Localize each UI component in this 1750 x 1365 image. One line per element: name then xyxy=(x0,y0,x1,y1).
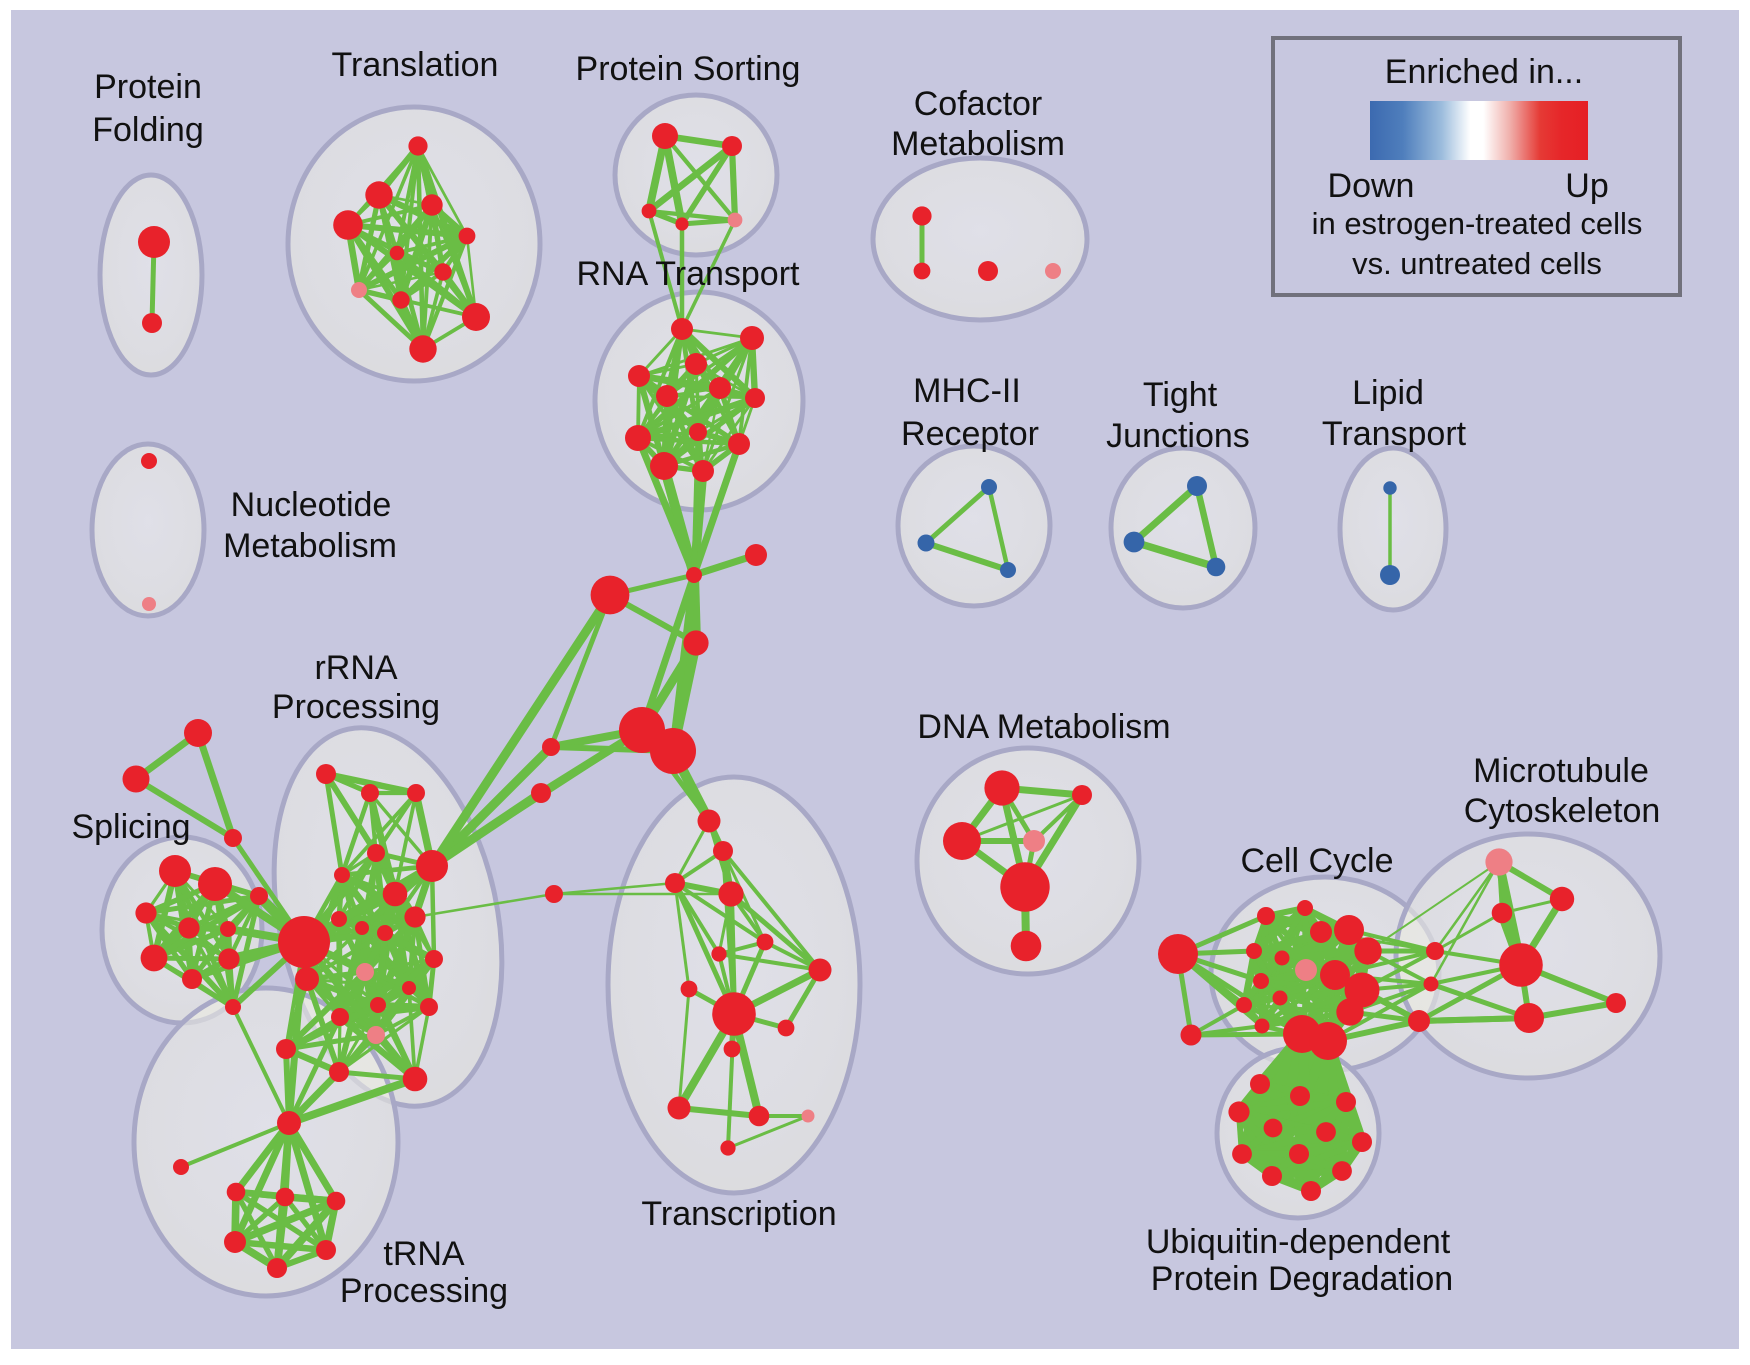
svg-text:Protein Degradation: Protein Degradation xyxy=(1151,1260,1453,1298)
svg-text:Ubiquitin-dependent: Ubiquitin-dependent xyxy=(1146,1223,1451,1261)
svg-text:Translation: Translation xyxy=(332,46,499,84)
svg-text:MHC-II: MHC-II xyxy=(913,372,1021,410)
svg-text:Receptor: Receptor xyxy=(901,415,1039,453)
svg-text:Transcription: Transcription xyxy=(641,1195,836,1233)
svg-text:Microtubule: Microtubule xyxy=(1473,752,1649,790)
svg-text:Junctions: Junctions xyxy=(1106,417,1250,455)
svg-text:tRNA: tRNA xyxy=(383,1235,465,1273)
svg-text:Lipid: Lipid xyxy=(1352,374,1424,412)
svg-text:DNA Metabolism: DNA Metabolism xyxy=(917,708,1170,746)
svg-text:Up: Up xyxy=(1565,167,1608,205)
svg-text:rRNA: rRNA xyxy=(314,649,397,687)
svg-text:Cofactor: Cofactor xyxy=(914,85,1043,123)
svg-text:Cell Cycle: Cell Cycle xyxy=(1240,842,1393,880)
svg-text:in estrogen-treated cells: in estrogen-treated cells xyxy=(1312,206,1643,241)
svg-text:Protein: Protein xyxy=(94,68,202,106)
svg-text:Nucleotide: Nucleotide xyxy=(231,486,392,524)
svg-text:Down: Down xyxy=(1328,167,1415,205)
svg-text:Transport: Transport xyxy=(1322,415,1467,453)
svg-text:RNA Transport: RNA Transport xyxy=(577,255,801,293)
svg-text:Protein Sorting: Protein Sorting xyxy=(576,50,801,88)
svg-text:Splicing: Splicing xyxy=(71,808,190,846)
svg-text:Metabolism: Metabolism xyxy=(223,527,397,565)
svg-text:Processing: Processing xyxy=(340,1272,508,1310)
svg-text:Cytoskeleton: Cytoskeleton xyxy=(1464,792,1661,830)
svg-text:Metabolism: Metabolism xyxy=(891,125,1065,163)
svg-text:vs. untreated cells: vs. untreated cells xyxy=(1352,246,1602,281)
svg-text:Folding: Folding xyxy=(92,111,204,149)
svg-text:Enriched in...: Enriched in... xyxy=(1385,53,1583,91)
svg-text:Tight: Tight xyxy=(1143,376,1218,414)
svg-text:Processing: Processing xyxy=(272,688,440,726)
